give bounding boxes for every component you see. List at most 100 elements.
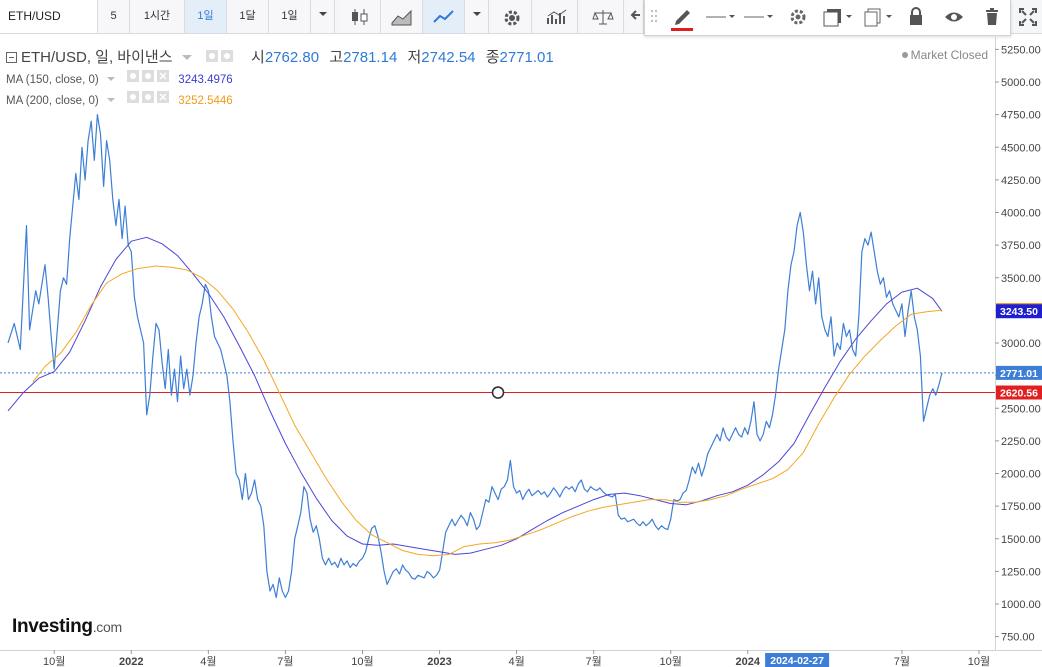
legend-ma150: MA (150, close, 0) 3243.4976 [6,70,233,86]
chevron-down-icon [318,12,327,16]
x-tick-label: 10월 [43,655,65,667]
crosshair-date-tag [765,653,830,667]
ma150-label: MA (150, close, 0) [6,74,99,86]
lock-button[interactable] [905,0,927,34]
candlestick-icon [351,9,367,25]
y-tick-label: 4500.00 [1001,142,1041,154]
chevron-down-icon[interactable] [181,52,193,62]
indicator-controls-icon[interactable] [127,91,171,104]
fullscreen-button[interactable] [1014,2,1042,32]
y-tick-label: 4250.00 [1001,175,1041,187]
close-value: 2771.01 [499,49,554,66]
lock-icon [910,7,922,25]
y-tick-label: 2500.00 [1001,403,1041,415]
gear-icon [504,10,519,26]
interval-1m-button[interactable]: 1달 [227,0,269,33]
ma150-series-line[interactable] [7,236,943,555]
line-style-dropdown[interactable] [741,0,775,34]
low-value: 2742.54 [421,49,476,66]
x-tick-label: 2022 [119,656,143,667]
horizontal-line-handle[interactable] [491,386,505,399]
line-chart-icon [432,10,454,23]
y-tick-label: 5000.00 [1001,77,1041,89]
price-series-line[interactable] [7,114,943,599]
y-tick-label: 1750.00 [1001,501,1041,513]
line-style-icon [744,15,773,18]
gear-icon [790,9,806,25]
interval-5-button[interactable]: 5 [98,0,130,33]
interval-1h-button[interactable]: 1시간 [130,0,185,33]
candlestick-chart-button[interactable] [339,0,381,33]
ma150-price-tag-label: 3243.50 [1000,306,1038,318]
visibility-layers-dropdown[interactable] [821,0,855,34]
ma150-price-tag [996,304,1042,319]
y-tick-label: 3500.00 [1001,273,1041,285]
symbol-input[interactable]: ETH/USD [0,0,98,33]
time-axis[interactable]: 10월 2022 4월 7월 10월 2023 4월 7월 10월 2024 7월 10월 2024-0… [43,650,990,667]
delete-button[interactable] [981,0,1003,34]
back-button[interactable] [628,0,644,33]
indicators-button[interactable] [536,0,578,33]
open-value: 2762.80 [264,49,320,66]
x-tick-label: 10월 [351,655,373,667]
y-tick-label: 1250.00 [1001,566,1041,578]
clone-dropdown[interactable] [861,0,895,34]
arrow-left-icon [630,10,640,20]
x-tick-label: 2023 [427,656,451,667]
x-tick-label: 7월 [277,655,293,667]
interval-dropdown-button[interactable] [311,0,335,33]
x-tick-label: 4월 [508,655,524,667]
ma200-value: 3252.5446 [178,95,233,107]
drawing-settings-button[interactable] [785,0,811,34]
drag-handle-icon [651,10,657,22]
indicator-controls-icon[interactable] [127,70,171,83]
y-tick-label: 750.00 [1001,632,1035,644]
area-chart-button[interactable] [381,0,423,33]
x-tick-label: 7월 [894,655,910,667]
investing-logo[interactable]: Investing.com [12,616,122,637]
y-tick-label: 3000.00 [1001,338,1041,350]
hide-button[interactable] [942,0,966,34]
chevron-down-icon[interactable] [106,75,116,83]
symbol-title: ETH/USD, 일, 바이낸스 [21,49,173,66]
interval-1w-button[interactable]: 1일 [269,0,311,33]
y-tick-label: 5250.00 [1001,44,1041,56]
drag-handle[interactable] [649,0,659,34]
crosshair-date-label: 2024-02-27 [770,655,824,667]
pencil-icon [671,10,693,31]
chevron-down-icon [472,12,481,16]
x-tick-label: 7월 [586,655,602,667]
line-chart-button[interactable] [423,0,465,33]
price-price-tag [996,365,1042,380]
area-chart-icon [391,9,411,26]
y-tick-label: 4750.00 [1001,110,1041,122]
ma200-series-line[interactable] [32,265,943,557]
trash-icon [986,8,998,25]
chart-type-dropdown-button[interactable] [465,0,489,33]
legend-main: ETH/USD, 일, 바이낸스 시2762.80 고2781.14 저2742… [6,46,554,67]
y-tick-label: 1000.00 [1001,599,1041,611]
line-width-dropdown[interactable] [703,0,737,34]
high-value: 2781.14 [343,49,398,66]
pen-color-button[interactable] [667,0,697,34]
x-tick-label: 2024 [736,656,761,667]
compare-button[interactable] [582,0,624,33]
chevron-down-icon[interactable] [106,96,116,104]
drawing-toolbar [644,0,1011,36]
scale-icon [591,10,614,25]
settings-button[interactable] [492,0,532,33]
ma150-value: 3243.4976 [178,74,233,86]
y-tick-label: 2000.00 [1001,469,1041,481]
fullscreen-icon [1019,8,1037,26]
legend-controls[interactable] [205,49,237,67]
hline-price-tag-label: 2620.56 [1000,388,1038,400]
interval-1d-button[interactable]: 1일 [185,0,227,33]
visibility-settings-icon [205,50,233,63]
price-price-tag-label: 2771.01 [1000,368,1038,380]
y-tick-label: 1500.00 [1001,534,1041,546]
hline-price-tag [996,385,1042,400]
price-axis[interactable]: 750.00 1000.00 1250.00 1500.00 1750.00 2000.0… [995,44,1041,644]
y-tick-label: 2250.00 [1001,436,1041,448]
collapse-icon[interactable] [6,52,17,63]
